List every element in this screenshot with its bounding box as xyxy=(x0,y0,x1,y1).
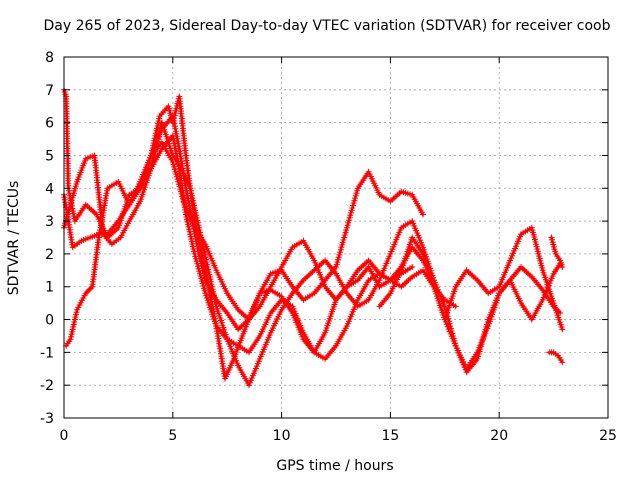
x-axis-label: GPS time / hours xyxy=(276,458,393,474)
y-tick-label: 1 xyxy=(45,280,54,296)
x-tick-label: 5 xyxy=(168,428,177,444)
series-markers xyxy=(376,234,564,372)
y-tick-label: -1 xyxy=(40,345,54,361)
plot-frame xyxy=(63,56,609,419)
y-axis-label: SDTVAR / TECUs xyxy=(6,181,22,296)
series-markers xyxy=(63,132,416,362)
series-track-6 xyxy=(376,234,564,372)
y-tick-label: -2 xyxy=(40,378,54,394)
x-tick-label: 0 xyxy=(60,428,69,444)
series-track-9 xyxy=(548,234,566,270)
x-tick-label: 20 xyxy=(490,428,508,444)
y-tick-label: 3 xyxy=(45,214,54,230)
chart-title: Day 265 of 2023, Sidereal Day-to-day VTE… xyxy=(44,18,611,34)
grid-lines xyxy=(64,57,608,418)
series-markers xyxy=(546,349,566,366)
y-tick-label: 0 xyxy=(45,313,54,329)
y-tick-label: 5 xyxy=(45,148,54,164)
series-track-7 xyxy=(441,224,566,333)
series-track-8 xyxy=(546,349,566,366)
y-tick-label: 2 xyxy=(45,247,54,263)
x-tick-label: 10 xyxy=(273,428,291,444)
x-tick-label: 25 xyxy=(599,428,617,444)
x-tick-label: 15 xyxy=(381,428,399,444)
axis-ticks: 0 5 10 15 20 25 -3 -2 -1 0 1 2 3 4 5 6 7 8 xyxy=(40,50,617,444)
series-markers xyxy=(441,224,566,333)
y-tick-label: 8 xyxy=(45,50,54,66)
series-track-3 xyxy=(63,132,416,362)
y-tick-label: 7 xyxy=(45,83,54,99)
y-tick-label: -3 xyxy=(40,411,54,427)
y-tick-label: 6 xyxy=(45,116,54,132)
series-markers xyxy=(548,234,566,270)
series-layer xyxy=(61,86,566,389)
y-tick-label: 4 xyxy=(45,181,54,197)
